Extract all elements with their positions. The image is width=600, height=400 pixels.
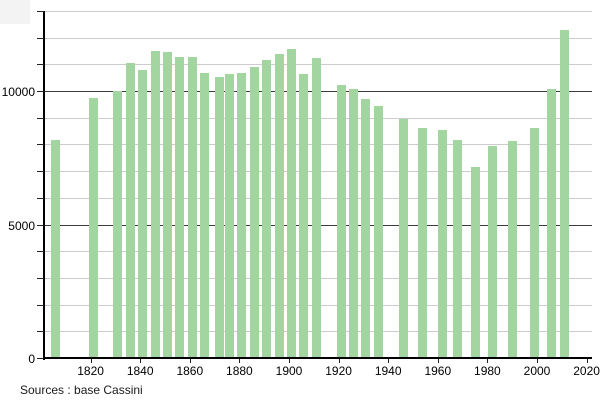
bar-1886	[249, 66, 259, 358]
x-tick-label-1860: 1860	[176, 364, 204, 378]
x-tick-label-2020: 2020	[573, 364, 600, 378]
y-tick-1000	[37, 331, 44, 332]
bar-1861	[187, 56, 197, 358]
gridline-13000	[44, 11, 592, 12]
bar-1982	[487, 145, 497, 358]
y-tick-label-10000: 10000	[1, 85, 35, 99]
x-tick-1960	[437, 359, 439, 363]
x-tick-label-1940: 1940	[374, 364, 402, 378]
bar-1856	[175, 57, 185, 358]
bar-1936	[373, 106, 383, 358]
y-tick-label-5000: 5000	[8, 219, 35, 233]
x-tick-1820	[90, 359, 92, 363]
bar-1975	[470, 167, 480, 358]
y-tick-label-0: 0	[28, 352, 35, 366]
y-tick-2000	[37, 305, 44, 306]
source-note: Sources : base Cassini	[20, 383, 143, 397]
y-tick-0	[37, 358, 44, 359]
y-tick-10000	[37, 91, 44, 92]
x-tick-label-2000: 2000	[523, 364, 551, 378]
bar-1921	[336, 85, 346, 358]
bar-1872	[215, 76, 225, 358]
x-tick-1940	[388, 359, 390, 363]
bar-1821	[88, 97, 98, 358]
bar-1851	[163, 51, 172, 358]
bar-2011	[559, 29, 569, 358]
bar-1836	[125, 63, 135, 358]
bar-1881	[237, 73, 247, 358]
bar-1831	[113, 90, 123, 358]
bar-1911	[311, 58, 321, 358]
bar-1999	[530, 128, 539, 358]
x-tick-label-1980: 1980	[474, 364, 501, 378]
bar-1841	[138, 69, 148, 358]
y-tick-5000	[37, 225, 44, 226]
x-tick-2000	[537, 359, 538, 363]
y-tick-12000	[37, 38, 44, 39]
x-tick-label-1820: 1820	[77, 364, 104, 378]
x-tick-2020	[586, 359, 588, 363]
bar-1896	[274, 53, 284, 358]
y-tick-4000	[37, 251, 44, 252]
bar-1946	[398, 119, 408, 358]
bar-1968	[453, 140, 463, 358]
y-tick-11000	[37, 64, 44, 65]
y-tick-8000	[37, 144, 44, 145]
bar-1962	[438, 130, 448, 358]
bar-1926	[349, 89, 358, 358]
bar-1990	[507, 140, 517, 358]
bar-1954	[418, 127, 428, 358]
x-tick-1900	[289, 359, 290, 363]
corner-artifact	[0, 0, 30, 24]
bar-2006	[547, 88, 557, 358]
bar-1891	[262, 59, 272, 358]
bar-1876	[225, 73, 234, 358]
y-axis-line	[43, 11, 45, 360]
bar-1806	[51, 140, 61, 358]
bar-1866	[200, 73, 210, 358]
y-tick-7000	[37, 171, 44, 172]
bar-1931	[361, 99, 371, 358]
bar-1901	[287, 48, 296, 358]
x-tick-1920	[338, 359, 340, 363]
x-tick-1980	[487, 359, 489, 363]
x-tick-label-1880: 1880	[226, 364, 253, 378]
x-tick-label-1920: 1920	[325, 364, 352, 378]
bar-1906	[299, 73, 309, 358]
x-tick-label-1960: 1960	[424, 364, 452, 378]
x-tick-1840	[140, 359, 142, 363]
x-tick-1860	[189, 359, 191, 363]
y-tick-13000	[37, 11, 44, 12]
gridline-12000	[44, 38, 592, 39]
y-tick-6000	[37, 198, 44, 199]
y-tick-3000	[37, 278, 44, 279]
y-tick-9000	[37, 118, 44, 119]
bar-1846	[150, 50, 160, 358]
x-tick-label-1900: 1900	[275, 364, 303, 378]
x-tick-label-1840: 1840	[126, 364, 154, 378]
x-tick-1880	[239, 359, 241, 363]
x-axis-line	[43, 357, 592, 359]
